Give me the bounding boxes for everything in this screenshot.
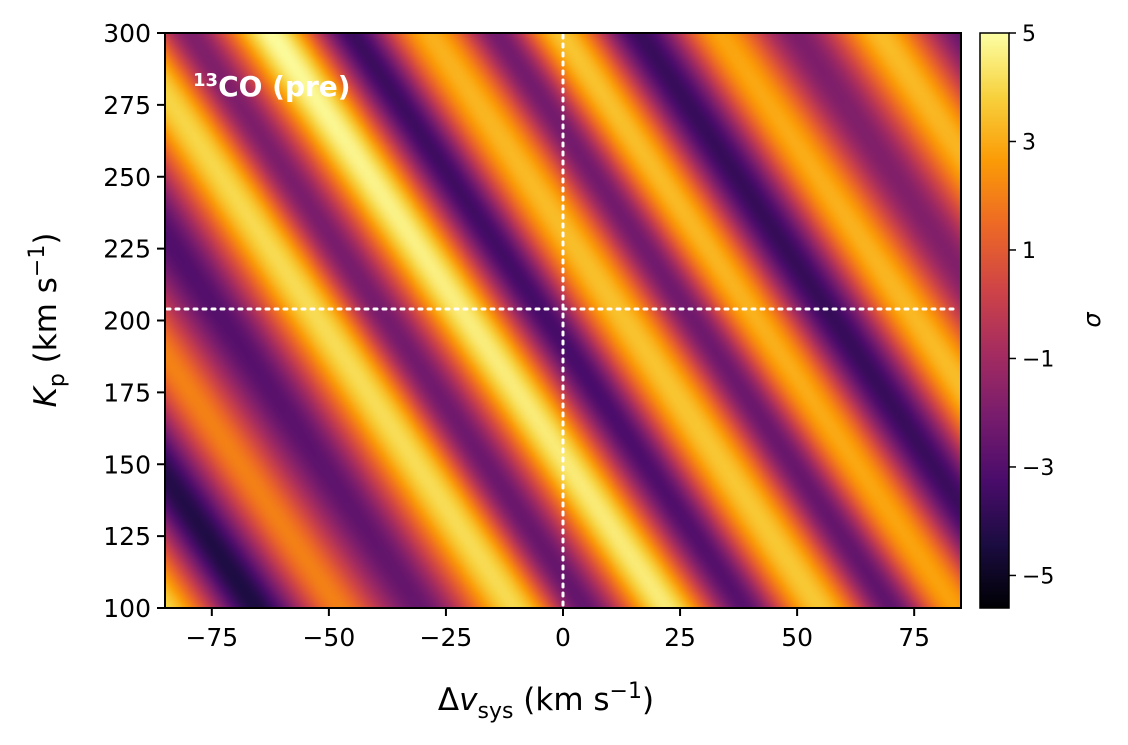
x-tick-label: 50 bbox=[781, 623, 813, 652]
y-tick-label: 200 bbox=[103, 307, 151, 336]
y-tick-label: 275 bbox=[103, 91, 151, 120]
x-tick-label: −75 bbox=[185, 623, 238, 652]
x-label-units: (km s bbox=[513, 682, 609, 718]
y-label-exp: −1 bbox=[25, 245, 50, 277]
y-tick-label: 125 bbox=[103, 522, 151, 551]
y-axis-label: Kp (km s−1) bbox=[25, 233, 70, 408]
x-tick-label: 0 bbox=[555, 623, 571, 652]
y-label-close: ) bbox=[28, 233, 64, 245]
colorbar-ticks: −5 −3 −1 1 3 5 bbox=[1009, 22, 1054, 589]
colorbar-tick-label: −1 bbox=[1022, 347, 1054, 372]
x-tick-label: 25 bbox=[664, 623, 696, 652]
x-tick-label: 75 bbox=[898, 623, 930, 652]
y-label-sub: p bbox=[45, 373, 70, 387]
y-label-units: (km s bbox=[28, 277, 64, 373]
y-tick-label: 100 bbox=[103, 594, 151, 623]
y-tick-label: 300 bbox=[103, 19, 151, 48]
x-tick-label: −25 bbox=[420, 623, 473, 652]
x-label-delta: Δ bbox=[438, 682, 459, 718]
x-tick-label: −50 bbox=[302, 623, 355, 652]
annotation-superscript: 13 bbox=[193, 70, 218, 91]
y-tick-label: 250 bbox=[103, 163, 151, 192]
colorbar-label: σ bbox=[1078, 312, 1106, 328]
colorbar-tick-label: −3 bbox=[1022, 456, 1054, 481]
y-tick-label: 150 bbox=[103, 450, 151, 479]
x-axis-ticks: −75 −50 −25 0 25 50 75 bbox=[185, 608, 930, 652]
x-label-sub: sys bbox=[477, 699, 513, 724]
colorbar-tick-label: −5 bbox=[1022, 564, 1054, 589]
y-tick-label: 225 bbox=[103, 235, 151, 264]
x-label-var: v bbox=[459, 682, 478, 718]
colorbar-tick-label: 1 bbox=[1022, 239, 1036, 264]
y-label-var: K bbox=[28, 384, 64, 407]
colorbar-tick-label: 5 bbox=[1022, 22, 1036, 47]
x-label-close: ) bbox=[642, 682, 654, 718]
annotation-main: CO (pre) bbox=[218, 70, 351, 103]
colorbar bbox=[979, 32, 1010, 609]
y-axis-ticks: 100 125 150 175 200 225 250 275 300 bbox=[103, 19, 165, 623]
y-tick-label: 175 bbox=[103, 378, 151, 407]
x-label-exp: −1 bbox=[610, 679, 642, 704]
colorbar-tick-label: 3 bbox=[1022, 130, 1036, 155]
x-axis-label: Δvsys (km s−1) bbox=[438, 679, 654, 724]
molecule-annotation: 13CO (pre) bbox=[193, 70, 351, 103]
